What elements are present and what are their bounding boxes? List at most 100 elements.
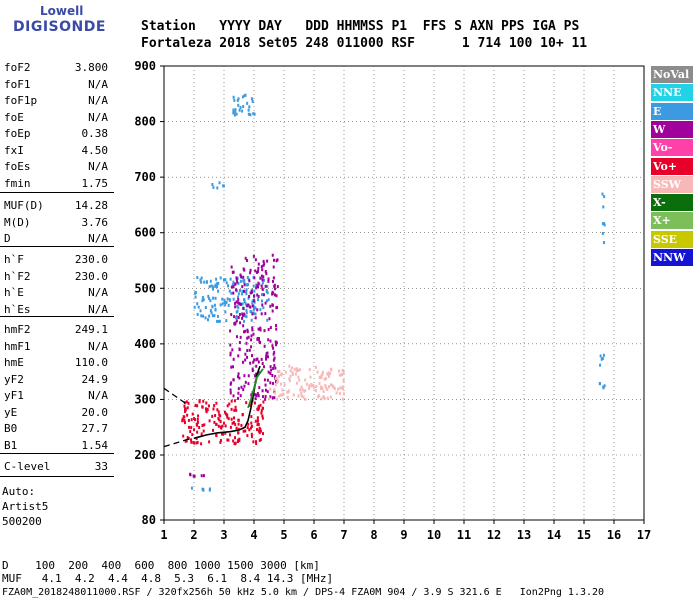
echo-point-e	[224, 310, 227, 314]
echo-point-e	[234, 110, 237, 114]
echo-point-e	[200, 276, 203, 280]
echo-point-ssw	[317, 395, 320, 399]
echo-point-w	[250, 290, 253, 294]
echo-point-e	[233, 113, 236, 117]
echo-point-vo	[194, 403, 197, 407]
echo-point-w	[247, 374, 250, 378]
param-value: 14.28	[74, 199, 108, 212]
separator-line	[0, 246, 114, 247]
echo-point-w	[247, 303, 250, 307]
echo-point-e	[243, 319, 246, 323]
echo-point-vo	[219, 438, 222, 442]
echo-point-w	[232, 291, 235, 295]
echo-point-w	[268, 317, 271, 321]
x-tick-label: 17	[637, 528, 651, 542]
x-tick-label: 16	[607, 528, 621, 542]
echo-point-ssw	[292, 393, 295, 397]
echo-point-e	[232, 297, 235, 301]
echo-point-ssw	[299, 388, 302, 392]
echo-point-w	[264, 394, 267, 398]
echo-point-w	[251, 312, 254, 316]
echo-point-w	[242, 314, 245, 318]
echo-point-e	[202, 488, 205, 492]
echo-point-e	[208, 285, 211, 289]
echo-point-ssw	[274, 391, 277, 395]
echo-point-w	[273, 396, 276, 400]
x-tick-label: 7	[340, 528, 347, 542]
echo-point-e	[247, 108, 250, 112]
echo-point-w	[229, 351, 232, 355]
legend-item-w: W	[651, 120, 693, 138]
echo-point-e	[242, 105, 245, 109]
echo-point-e	[241, 109, 244, 113]
echo-point-w	[255, 372, 258, 376]
echo-point-w	[272, 352, 275, 356]
echo-point-e	[201, 299, 204, 303]
echo-point-w	[238, 340, 241, 344]
logo-digisonde: DIGISONDE	[13, 19, 106, 35]
echo-point-e	[208, 487, 211, 491]
echo-point-e	[245, 311, 248, 315]
echo-point-e	[253, 305, 256, 309]
echo-point-e	[210, 311, 213, 315]
echo-point-e	[212, 287, 215, 291]
echo-point-ssw	[312, 384, 315, 388]
echo-point-vo	[181, 419, 184, 423]
echo-point-ssw	[322, 389, 325, 393]
echo-point-w	[234, 288, 237, 292]
param-value: 230.0	[74, 269, 108, 283]
echo-point-vo	[205, 401, 208, 405]
echo-point-w	[258, 386, 261, 390]
echo-point-w	[232, 365, 235, 369]
echo-point-vo	[213, 404, 216, 408]
echo-point-w	[239, 274, 242, 278]
echo-point-vo	[196, 430, 199, 434]
echo-point-w	[230, 265, 233, 269]
echo-point-e	[193, 305, 196, 309]
echo-point-w	[265, 357, 268, 361]
echo-point-w	[269, 365, 272, 369]
echo-point-e	[230, 291, 233, 295]
echo-point-e	[253, 289, 256, 293]
echo-point-e	[228, 298, 231, 302]
echo-point-e	[253, 112, 256, 116]
echo-point-vo	[186, 406, 189, 410]
echo-point-w	[275, 341, 278, 345]
echo-point-w	[189, 472, 192, 476]
echo-point-ssw	[289, 374, 292, 378]
echo-point-w	[253, 276, 256, 280]
echo-point-ssw	[274, 383, 277, 387]
echo-point-e	[598, 382, 601, 386]
echo-point-e	[211, 314, 214, 318]
echo-point-e	[241, 289, 244, 293]
param-value: 27.7	[81, 422, 109, 435]
param-name: hmF1	[4, 339, 31, 353]
echo-point-e	[603, 195, 606, 199]
echo-point-vo	[234, 422, 237, 426]
echo-point-vo	[261, 416, 264, 420]
echo-point-w	[256, 270, 259, 274]
echo-point-vo	[205, 410, 208, 414]
echo-point-ssw	[335, 391, 338, 395]
x-tick-label: 2	[190, 528, 197, 542]
echo-point-e	[208, 297, 211, 301]
echo-point-e	[266, 284, 269, 288]
echo-point-w	[237, 316, 240, 320]
echo-point-vo	[198, 400, 201, 404]
echo-point-w	[242, 307, 245, 311]
echo-point-e	[267, 298, 270, 302]
echo-point-e	[254, 312, 257, 316]
legend-item-e: E	[651, 102, 693, 120]
echo-point-ssw	[321, 370, 324, 374]
echo-point-vo	[234, 436, 237, 440]
y-tick-label: 600	[134, 226, 156, 240]
echo-point-e	[213, 303, 216, 307]
echo-point-ssw	[286, 395, 289, 399]
echo-point-w	[253, 358, 256, 362]
param-name: h`E	[4, 286, 24, 299]
echo-point-w	[236, 375, 239, 379]
legend-item-nne: NNE	[651, 84, 693, 102]
param-row-fof2: foF2 3.800	[4, 60, 108, 75]
echo-point-vo	[255, 440, 258, 444]
echo-point-w	[255, 358, 258, 362]
